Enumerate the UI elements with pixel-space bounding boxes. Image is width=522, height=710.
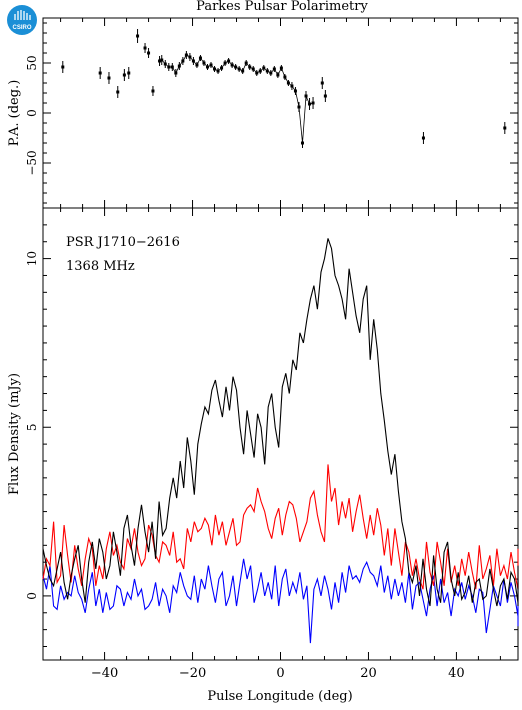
flux-ytick-label: 5 <box>25 423 39 431</box>
pa-axis-ticks <box>43 18 518 208</box>
pa-point <box>98 71 102 75</box>
csiro-logo-text: CSIRO <box>12 25 31 31</box>
flux-ytick-label: 10 <box>25 251 39 266</box>
csiro-logo-bars <box>14 10 31 20</box>
flux-xtick-label: 20 <box>360 666 377 681</box>
pa-point <box>323 94 327 98</box>
pa-point <box>503 126 507 130</box>
pa-panel-frame <box>42 17 519 209</box>
circular-polarization-line <box>42 558 519 644</box>
pa-point <box>143 46 147 50</box>
frequency-annotation: 1368 MHz <box>66 259 135 274</box>
pa-trace <box>159 54 314 144</box>
pa-ytick-label: 0 <box>25 109 39 117</box>
flux-xtick-label: −40 <box>91 666 118 681</box>
linear-polarization-line <box>42 464 519 590</box>
pa-point <box>320 81 324 85</box>
flux-axis-ticks <box>43 207 518 660</box>
pa-y-tick-labels: −50 0 50 <box>25 55 39 175</box>
pa-point <box>421 136 425 140</box>
total-intensity-line <box>42 238 519 607</box>
csiro-logo-disc <box>7 5 37 35</box>
flux-xtick-label: 40 <box>448 666 465 681</box>
flux-xtick-label: −20 <box>179 666 206 681</box>
pa-point <box>151 89 155 93</box>
pa-point <box>122 73 126 77</box>
pa-point <box>61 65 65 69</box>
pa-point <box>107 76 111 80</box>
pulsar-name-annotation: PSR J1710−2616 <box>66 235 180 250</box>
x-axis-label: Pulse Longitude (deg) <box>207 689 352 704</box>
pa-data-points <box>61 29 507 148</box>
pa-point <box>158 59 162 63</box>
flux-ytick-label: 0 <box>25 592 39 600</box>
chart-title: Parkes Pulsar Polarimetry <box>196 0 368 14</box>
pa-point <box>116 90 120 94</box>
flux-xtick-label: 0 <box>276 666 284 681</box>
csiro-logo: CSIRO <box>7 5 37 35</box>
pa-y-axis-label: P.A. (deg.) <box>7 80 22 147</box>
flux-y-axis-label: Flux Density (mJy) <box>7 373 22 495</box>
pa-point <box>127 71 131 75</box>
pa-point <box>136 34 140 38</box>
pa-point <box>147 51 151 55</box>
pa-ytick-label: −50 <box>25 150 39 175</box>
flux-y-tick-labels: 0 5 10 <box>25 251 39 600</box>
flux-series-lines <box>42 238 519 644</box>
pa-point <box>311 101 315 105</box>
flux-x-tick-labels: −40 −20 0 20 40 <box>91 666 465 681</box>
pa-ytick-label: 50 <box>25 55 39 70</box>
